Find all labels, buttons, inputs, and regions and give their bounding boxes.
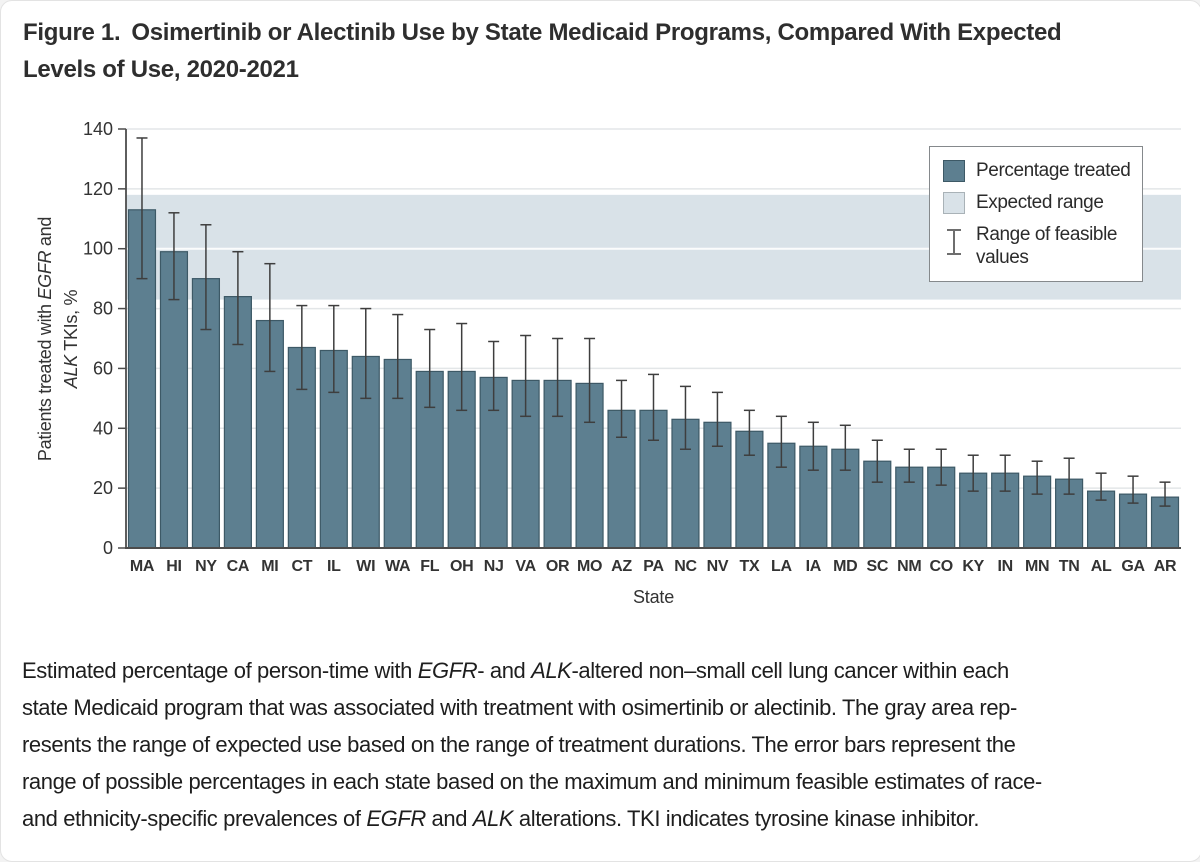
error-bar-or	[552, 337, 564, 418]
error-bar-pa	[648, 373, 659, 442]
error-bar-wi	[360, 307, 372, 400]
caption-line: resents the range of expected use based …	[22, 732, 1016, 757]
y-tick-label: 60	[93, 358, 113, 378]
x-tick-label-in: IN	[997, 558, 1012, 575]
x-tick-label-fl: FL	[420, 558, 439, 575]
x-tick-label-ga: GA	[1121, 558, 1145, 575]
x-tick-label-oh: OH	[450, 558, 473, 575]
legend-label: Percentage treated	[976, 160, 1131, 181]
legend-label: Expected range	[976, 192, 1104, 213]
error-bar-in	[999, 454, 1011, 492]
error-bar-mo	[584, 337, 596, 424]
error-bar-il	[328, 304, 340, 394]
error-bar-oh	[456, 322, 468, 412]
error-bar-ar	[1159, 481, 1171, 507]
x-tick-label-ia: IA	[806, 558, 822, 575]
x-tick-label-ny: NY	[195, 558, 217, 575]
error-bar-ma	[136, 137, 148, 280]
y-tick-label: 140	[83, 119, 113, 139]
x-tick-label-or: OR	[546, 558, 570, 575]
x-tick-label-nm: NM	[897, 558, 921, 575]
error-bar-mn	[1031, 460, 1043, 495]
error-bar-icon	[947, 229, 961, 255]
error-bar-az	[616, 379, 628, 439]
x-tick-label-hi: HI	[166, 558, 181, 575]
error-bar-nm	[903, 448, 915, 483]
x-tick-label-md: MD	[833, 558, 857, 575]
y-tick-label: 100	[83, 239, 113, 259]
error-bar-tx	[743, 409, 755, 456]
x-tick-label-ky: KY	[962, 558, 984, 575]
error-bar-ct	[296, 304, 308, 391]
error-bar-la	[775, 415, 787, 468]
figure-number-label: Figure 1.	[23, 19, 121, 46]
y-tick-label: 0	[103, 538, 113, 558]
error-bar-nv	[711, 391, 723, 447]
caption-line: range of possible percentages in each st…	[22, 769, 1042, 794]
x-tick-label-ct: CT	[291, 558, 312, 575]
x-tick-label-wi: WI	[356, 558, 375, 575]
error-bar-ny	[200, 224, 212, 331]
x-tick-label-pa: PA	[643, 558, 664, 575]
expected-range-swatch-icon	[943, 191, 965, 214]
x-tick-label-ca: CA	[227, 558, 250, 575]
legend-item-percentage-treated: Percentage treated	[943, 159, 1132, 182]
error-bar-va	[520, 334, 532, 418]
legend-item-expected-range: Expected range	[943, 191, 1132, 214]
figure-title-line1: Osimertinib or Alectinib Use by State Me…	[131, 19, 1062, 46]
x-tick-label-la: LA	[771, 558, 792, 575]
x-axis-title: State	[632, 587, 675, 607]
x-tick-label-va: VA	[515, 558, 536, 575]
bar-chart: 0 20 40 60 80 100 120 140 MA HI NY CA MI CT IL WI WA FL OH…	[83, 119, 1181, 575]
figure-title: Figure 1. Osimertinib or Alectinib Use by…	[23, 14, 1183, 88]
x-tick-label-az: AZ	[611, 558, 632, 575]
percentage-treated-swatch-icon	[943, 159, 965, 182]
x-tick-label-ma: MA	[130, 558, 155, 575]
y-tick-label: 40	[93, 418, 113, 438]
caption-line: Estimated percentage of person-time with…	[22, 658, 1009, 683]
error-bar-fl	[424, 328, 436, 409]
error-bar-hi	[168, 212, 180, 301]
x-tick-label-tn: TN	[1059, 558, 1080, 575]
y-tick-label: 80	[93, 299, 113, 319]
x-tick-label-nj: NJ	[484, 558, 504, 575]
error-bar-co	[935, 448, 947, 486]
figure-caption: Estimated percentage of person-time with…	[22, 652, 1192, 837]
x-tick-label-nc: NC	[674, 558, 697, 575]
figure-title-line2: Levels of Use, 2020-2021	[23, 56, 299, 83]
caption-line: and ethnicity-specific prevalences of EG…	[22, 806, 980, 831]
error-bar-wa	[392, 313, 404, 400]
legend-label: Range of feasible values	[976, 224, 1118, 268]
y-tick-label: 120	[83, 179, 113, 199]
legend-item-range-of-feasible-values: Range of feasible values	[943, 223, 1132, 269]
error-bar-tn	[1063, 457, 1075, 495]
x-tick-label-wa: WA	[385, 558, 411, 575]
x-tick-label-mo: MO	[577, 558, 602, 575]
x-tick-label-nv: NV	[707, 558, 729, 575]
error-bar-ga	[1127, 475, 1139, 504]
error-bar-ca	[232, 250, 244, 346]
bar-hi	[159, 251, 189, 549]
error-bar-ky	[967, 454, 979, 492]
error-bar-nj	[488, 340, 500, 412]
error-bar-ia	[807, 421, 819, 471]
x-tick-label-sc: SC	[866, 558, 888, 575]
caption-line: state Medicaid program that was associat…	[22, 695, 1017, 720]
x-tick-label-co: CO	[930, 558, 953, 575]
error-bar-md	[839, 424, 851, 471]
error-bar-nc	[679, 385, 691, 450]
x-tick-label-al: AL	[1091, 558, 1112, 575]
x-tick-label-il: IL	[327, 558, 341, 575]
y-axis-title: Patients treated with EGFR and ALK TKIs, …	[35, 216, 81, 462]
chart-legend: Percentage treated Expected range Range …	[929, 146, 1143, 282]
y-tick-label: 20	[93, 478, 113, 498]
x-tick-label-mn: MN	[1025, 558, 1049, 575]
x-tick-label-tx: TX	[739, 558, 759, 575]
x-tick-label-mi: MI	[261, 558, 278, 575]
error-bar-sc	[871, 439, 883, 483]
error-bar-al	[1095, 472, 1107, 501]
error-bar-mi	[264, 262, 276, 373]
x-tick-label-ar: AR	[1154, 558, 1177, 575]
